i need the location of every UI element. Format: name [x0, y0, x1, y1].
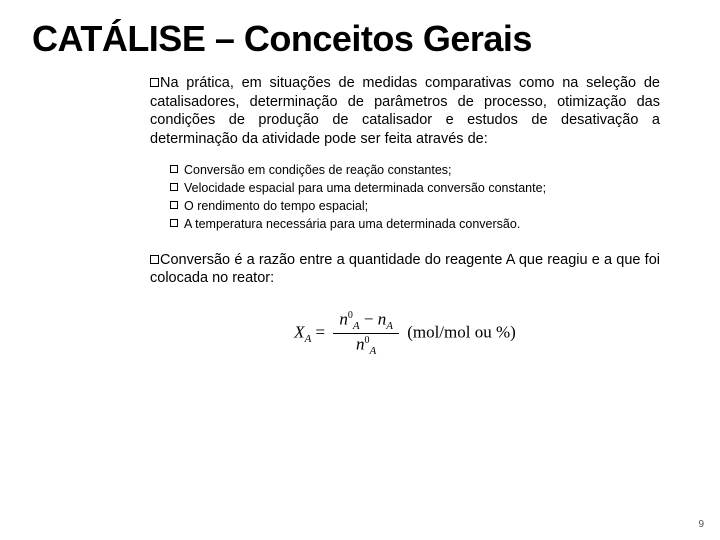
- bullet-box-icon: [150, 255, 159, 264]
- intro-text: Na prática, em situações de medidas comp…: [150, 75, 660, 147]
- formula-fraction: n0A − nAn0A: [333, 310, 399, 357]
- conversion-paragraph: Conversão é a razão entre a quantidade d…: [150, 251, 660, 288]
- formula-unit: (mol/mol ou %): [403, 322, 516, 341]
- formula-lhs: X: [294, 322, 304, 341]
- num-left: n: [339, 309, 348, 328]
- intro-paragraph: Na prática, em situações de medidas comp…: [150, 74, 660, 148]
- list-item: Velocidade espacial para uma determinada…: [170, 180, 660, 197]
- content-area: Na prática, em situações de medidas comp…: [150, 74, 660, 357]
- bullet-box-icon: [150, 78, 159, 87]
- list-item: Conversão em condições de reação constan…: [170, 162, 660, 179]
- bullet-box-icon: [170, 219, 178, 227]
- num-right-sub: A: [386, 320, 393, 332]
- bullet-box-icon: [170, 165, 178, 173]
- list-item-text: Conversão em condições de reação constan…: [184, 162, 660, 179]
- page-number: 9: [698, 519, 704, 530]
- bullet-sublist: Conversão em condições de reação constan…: [170, 162, 660, 233]
- list-item: A temperatura necessária para uma determ…: [170, 216, 660, 233]
- list-item-text: Velocidade espacial para uma determinada…: [184, 180, 660, 197]
- slide-title: CATÁLISE – Conceitos Gerais: [32, 18, 688, 60]
- bullet-box-icon: [170, 183, 178, 191]
- bullet-box-icon: [170, 201, 178, 209]
- den: n: [356, 335, 365, 354]
- minus-sign: −: [360, 309, 378, 328]
- conversion-formula: X A = n0A − nAn0A (mol/mol ou %): [150, 310, 660, 357]
- formula-eq: =: [311, 322, 329, 341]
- num-right: n: [378, 309, 387, 328]
- den-sub: A: [370, 345, 377, 357]
- conversion-text: Conversão é a razão entre a quantidade d…: [150, 252, 660, 287]
- list-item-text: O rendimento do tempo espacial;: [184, 198, 660, 215]
- list-item-text: A temperatura necessária para uma determ…: [184, 216, 660, 233]
- num-left-sub: A: [353, 320, 360, 332]
- list-item: O rendimento do tempo espacial;: [170, 198, 660, 215]
